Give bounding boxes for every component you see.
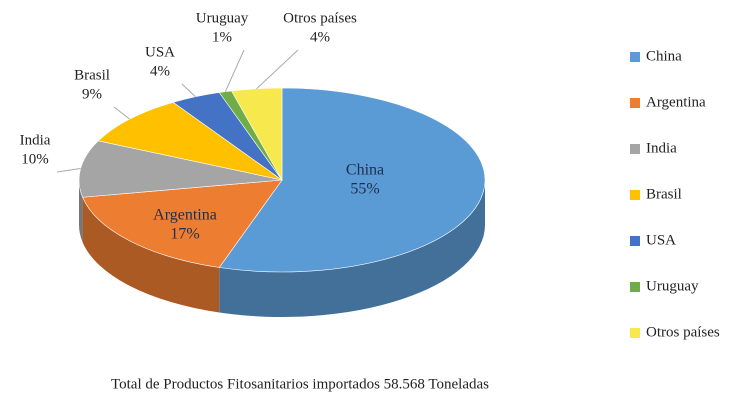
- slice: [218, 87, 486, 273]
- slice: [97, 101, 283, 181]
- slice: [231, 87, 283, 182]
- slice-label-value: 17%: [170, 226, 199, 243]
- slice-label-value: 1%: [212, 29, 232, 45]
- leader-line: [181, 83, 196, 98]
- leader-line: [56, 167, 81, 173]
- slice-label-value: 4%: [150, 63, 170, 79]
- slice-label-name: USA: [145, 44, 175, 60]
- slice-label-name: Uruguay: [196, 10, 249, 26]
- slice: [82, 179, 283, 268]
- legend-swatch: [630, 190, 640, 200]
- leader-line: [113, 106, 131, 120]
- legend-label: USA: [646, 232, 676, 248]
- slice-label-name: Brasil: [74, 67, 110, 83]
- legend-swatch: [630, 98, 640, 108]
- chart-caption: Total de Productos Fitosanitarios import…: [111, 376, 489, 392]
- legend-swatch: [630, 52, 640, 62]
- slice-label-name: Argentina: [153, 207, 217, 224]
- slice-side: [82, 197, 220, 313]
- slice: [78, 140, 283, 198]
- slice-label-value: 55%: [350, 181, 379, 198]
- legend-label: China: [646, 48, 682, 64]
- legend-swatch: [630, 144, 640, 154]
- legend-label: Otros países: [646, 324, 720, 340]
- legend-label: Argentina: [646, 94, 706, 110]
- legend-swatch: [630, 282, 640, 292]
- slice-label-name: China: [346, 162, 384, 179]
- slice-label-value: 4%: [310, 29, 330, 45]
- legend-swatch: [630, 328, 640, 338]
- legend-label: India: [646, 140, 677, 156]
- leader-line: [224, 49, 245, 92]
- leader-line: [256, 49, 299, 90]
- slice-side: [219, 180, 486, 317]
- slice-label-name: Otros países: [283, 10, 357, 26]
- slice-label-value: 10%: [21, 151, 49, 167]
- legend-label: Brasil: [646, 186, 682, 202]
- slice-label-value: 9%: [82, 86, 102, 102]
- legend-label: Uruguay: [646, 278, 699, 294]
- slice-label-name: India: [20, 132, 51, 148]
- legend-swatch: [630, 236, 640, 246]
